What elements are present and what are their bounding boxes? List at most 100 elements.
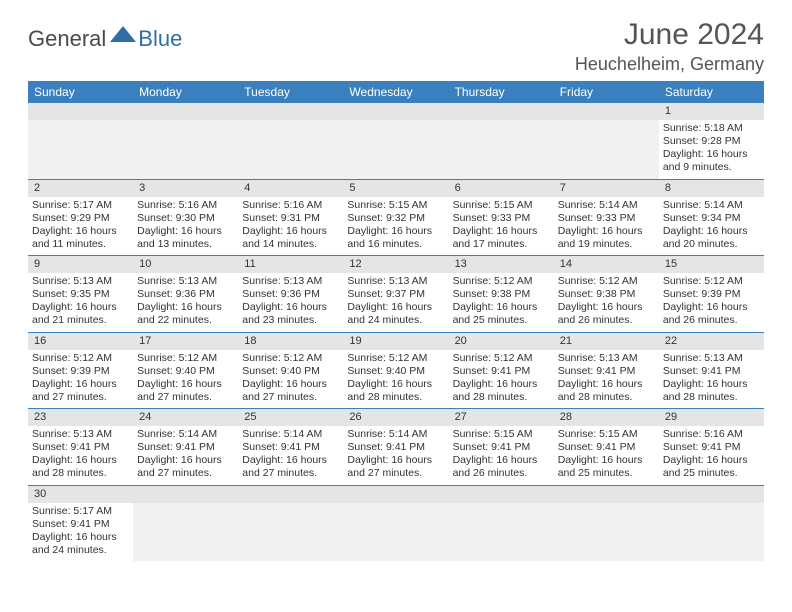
daylight-text: Daylight: 16 hours [32, 378, 129, 391]
sunrise-text: Sunrise: 5:12 AM [453, 275, 550, 288]
day-number: 9 [28, 256, 133, 273]
daylight-text: and 11 minutes. [32, 238, 129, 251]
day-number: 6 [449, 180, 554, 197]
day-cell: Sunrise: 5:14 AMSunset: 9:41 PMDaylight:… [133, 426, 238, 485]
sunset-text: Sunset: 9:30 PM [137, 212, 234, 225]
week-row: Sunrise: 5:13 AMSunset: 9:41 PMDaylight:… [28, 426, 764, 486]
day-cell: Sunrise: 5:15 AMSunset: 9:33 PMDaylight:… [449, 197, 554, 256]
day-number: 22 [659, 333, 764, 350]
sunset-text: Sunset: 9:41 PM [453, 441, 550, 454]
sunset-text: Sunset: 9:41 PM [242, 441, 339, 454]
week-row: Sunrise: 5:18 AMSunset: 9:28 PMDaylight:… [28, 120, 764, 180]
daylight-text: Daylight: 16 hours [32, 225, 129, 238]
daylight-text: and 21 minutes. [32, 314, 129, 327]
daylight-text: and 28 minutes. [663, 391, 760, 404]
sunrise-text: Sunrise: 5:14 AM [347, 428, 444, 441]
day-number [133, 486, 238, 503]
sunset-text: Sunset: 9:37 PM [347, 288, 444, 301]
daylight-text: and 14 minutes. [242, 238, 339, 251]
daylight-text: Daylight: 16 hours [453, 378, 550, 391]
weekday-header: Tuesday [238, 81, 343, 103]
sunset-text: Sunset: 9:41 PM [32, 518, 129, 531]
sunrise-text: Sunrise: 5:15 AM [347, 199, 444, 212]
day-cell: Sunrise: 5:17 AMSunset: 9:41 PMDaylight:… [28, 503, 133, 562]
day-cell: Sunrise: 5:13 AMSunset: 9:37 PMDaylight:… [343, 273, 448, 332]
weekday-header: Friday [554, 81, 659, 103]
sunset-text: Sunset: 9:33 PM [453, 212, 550, 225]
day-cell: Sunrise: 5:13 AMSunset: 9:36 PMDaylight:… [133, 273, 238, 332]
daylight-text: Daylight: 16 hours [347, 454, 444, 467]
daylight-text: and 26 minutes. [453, 467, 550, 480]
day-number: 27 [449, 409, 554, 426]
calendar-body: 1Sunrise: 5:18 AMSunset: 9:28 PMDaylight… [28, 103, 764, 561]
daylight-text: Daylight: 16 hours [558, 378, 655, 391]
day-number [554, 103, 659, 120]
daylight-text: and 25 minutes. [558, 467, 655, 480]
sunset-text: Sunset: 9:41 PM [558, 365, 655, 378]
day-cell: Sunrise: 5:13 AMSunset: 9:35 PMDaylight:… [28, 273, 133, 332]
day-cell: Sunrise: 5:12 AMSunset: 9:38 PMDaylight:… [449, 273, 554, 332]
day-cell [449, 120, 554, 179]
sunset-text: Sunset: 9:41 PM [32, 441, 129, 454]
day-cell: Sunrise: 5:18 AMSunset: 9:28 PMDaylight:… [659, 120, 764, 179]
daylight-text: and 24 minutes. [347, 314, 444, 327]
daylight-text: Daylight: 16 hours [32, 301, 129, 314]
sunrise-text: Sunrise: 5:18 AM [663, 122, 760, 135]
sunrise-text: Sunrise: 5:12 AM [242, 352, 339, 365]
sunset-text: Sunset: 9:34 PM [663, 212, 760, 225]
day-number: 10 [133, 256, 238, 273]
sunrise-text: Sunrise: 5:13 AM [558, 352, 655, 365]
daylight-text: Daylight: 16 hours [242, 301, 339, 314]
day-cell: Sunrise: 5:14 AMSunset: 9:34 PMDaylight:… [659, 197, 764, 256]
daylight-text: and 27 minutes. [137, 391, 234, 404]
title-block: June 2024 Heuchelheim, Germany [575, 18, 764, 75]
day-number [343, 103, 448, 120]
sunrise-text: Sunrise: 5:14 AM [663, 199, 760, 212]
sunrise-text: Sunrise: 5:15 AM [558, 428, 655, 441]
day-cell [554, 120, 659, 179]
day-number: 30 [28, 486, 133, 503]
sunset-text: Sunset: 9:38 PM [453, 288, 550, 301]
daylight-text: and 9 minutes. [663, 161, 760, 174]
day-number: 14 [554, 256, 659, 273]
day-number: 16 [28, 333, 133, 350]
week-row: Sunrise: 5:17 AMSunset: 9:41 PMDaylight:… [28, 503, 764, 562]
sunset-text: Sunset: 9:28 PM [663, 135, 760, 148]
daylight-text: and 25 minutes. [453, 314, 550, 327]
day-cell: Sunrise: 5:17 AMSunset: 9:29 PMDaylight:… [28, 197, 133, 256]
sunrise-text: Sunrise: 5:12 AM [137, 352, 234, 365]
sunrise-text: Sunrise: 5:12 AM [663, 275, 760, 288]
day-number: 13 [449, 256, 554, 273]
sunrise-text: Sunrise: 5:14 AM [558, 199, 655, 212]
day-cell: Sunrise: 5:16 AMSunset: 9:31 PMDaylight:… [238, 197, 343, 256]
sunset-text: Sunset: 9:33 PM [558, 212, 655, 225]
daylight-text: and 27 minutes. [137, 467, 234, 480]
day-number [659, 486, 764, 503]
sunset-text: Sunset: 9:41 PM [347, 441, 444, 454]
sunset-text: Sunset: 9:41 PM [137, 441, 234, 454]
day-cell: Sunrise: 5:15 AMSunset: 9:41 PMDaylight:… [449, 426, 554, 485]
day-number: 15 [659, 256, 764, 273]
daylight-text: Daylight: 16 hours [137, 454, 234, 467]
week-row: Sunrise: 5:17 AMSunset: 9:29 PMDaylight:… [28, 197, 764, 257]
sunrise-text: Sunrise: 5:14 AM [242, 428, 339, 441]
daylight-text: and 20 minutes. [663, 238, 760, 251]
day-number [554, 486, 659, 503]
weekday-header-row: Sunday Monday Tuesday Wednesday Thursday… [28, 81, 764, 103]
day-number: 24 [133, 409, 238, 426]
day-cell: Sunrise: 5:13 AMSunset: 9:41 PMDaylight:… [554, 350, 659, 409]
sunrise-text: Sunrise: 5:12 AM [558, 275, 655, 288]
daylight-text: Daylight: 16 hours [663, 454, 760, 467]
daylight-text: and 27 minutes. [242, 391, 339, 404]
day-cell: Sunrise: 5:15 AMSunset: 9:32 PMDaylight:… [343, 197, 448, 256]
day-cell: Sunrise: 5:12 AMSunset: 9:40 PMDaylight:… [133, 350, 238, 409]
daylight-text: and 23 minutes. [242, 314, 339, 327]
sunrise-text: Sunrise: 5:13 AM [32, 428, 129, 441]
day-cell [133, 503, 238, 562]
sunrise-text: Sunrise: 5:17 AM [32, 199, 129, 212]
daylight-text: and 27 minutes. [347, 467, 444, 480]
weekday-header: Saturday [659, 81, 764, 103]
day-cell: Sunrise: 5:16 AMSunset: 9:30 PMDaylight:… [133, 197, 238, 256]
day-number-row: 16171819202122 [28, 333, 764, 350]
day-number [343, 486, 448, 503]
